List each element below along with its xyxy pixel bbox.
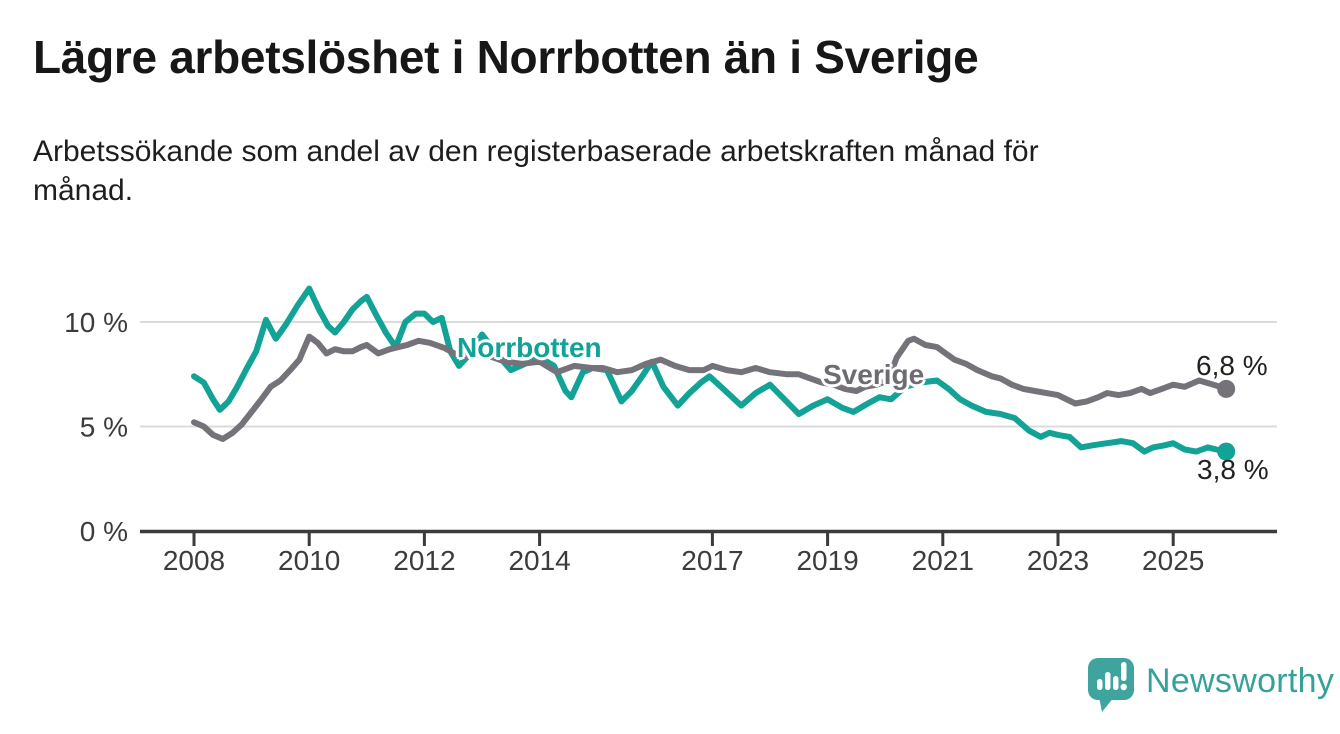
- x-axis-tick-label: 2017: [681, 545, 743, 576]
- logo-bar-medium: [1113, 676, 1119, 690]
- logo-bar-tall: [1105, 672, 1111, 690]
- x-axis-tick-label: 2010: [278, 545, 340, 576]
- sverige-line: [191, 333, 1230, 442]
- norrbotten-end-value-label: 3,8 %: [1197, 454, 1269, 485]
- x-axis-tick-label: 2025: [1142, 545, 1204, 576]
- sverige-end-dot: [1217, 379, 1236, 398]
- logo-exclamation-bar: [1121, 662, 1127, 681]
- series-label-norrbotten: Norrbotten: [457, 332, 602, 363]
- x-axis-tick-label: 2019: [796, 545, 858, 576]
- newsworthy-wordmark: Newsworthy: [1146, 662, 1335, 700]
- subtitle-line-1: Arbetssökande som andel av den registerb…: [33, 135, 1039, 168]
- x-axis-tick-label: 2012: [393, 545, 455, 576]
- sverige-end-value-label: 6,8 %: [1196, 350, 1268, 381]
- series-label-sverige: Sverige: [823, 359, 925, 390]
- y-axis-tick-label: 10 %: [64, 307, 128, 338]
- norrbotten-line: [191, 285, 1230, 455]
- newsworthy-logo: Newsworthy: [1087, 657, 1334, 713]
- y-axis-tick-label: 5 %: [80, 412, 128, 443]
- x-axis-tick-label: 2023: [1027, 545, 1089, 576]
- logo-exclamation-dot: [1120, 683, 1127, 691]
- y-axis-tick-label: 0 %: [80, 516, 128, 547]
- x-axis-tick-label: 2008: [163, 545, 225, 576]
- logo-bubble: [1088, 658, 1134, 700]
- logo-bubble-tail: [1099, 697, 1114, 712]
- logo-bar-small: [1097, 679, 1103, 690]
- norrbotten-end-dot: [1217, 442, 1236, 461]
- x-axis-tick-label: 2021: [912, 545, 974, 576]
- page-title: Lägre arbetslöshet i Norrbotten än i Sve…: [33, 31, 979, 83]
- subtitle: Arbetssökande som andel av den registerb…: [33, 132, 1039, 210]
- newsworthy-logo-icon: [1088, 658, 1134, 712]
- x-axis-tick-label: 2014: [508, 545, 570, 576]
- subtitle-line-2: månad.: [33, 174, 134, 207]
